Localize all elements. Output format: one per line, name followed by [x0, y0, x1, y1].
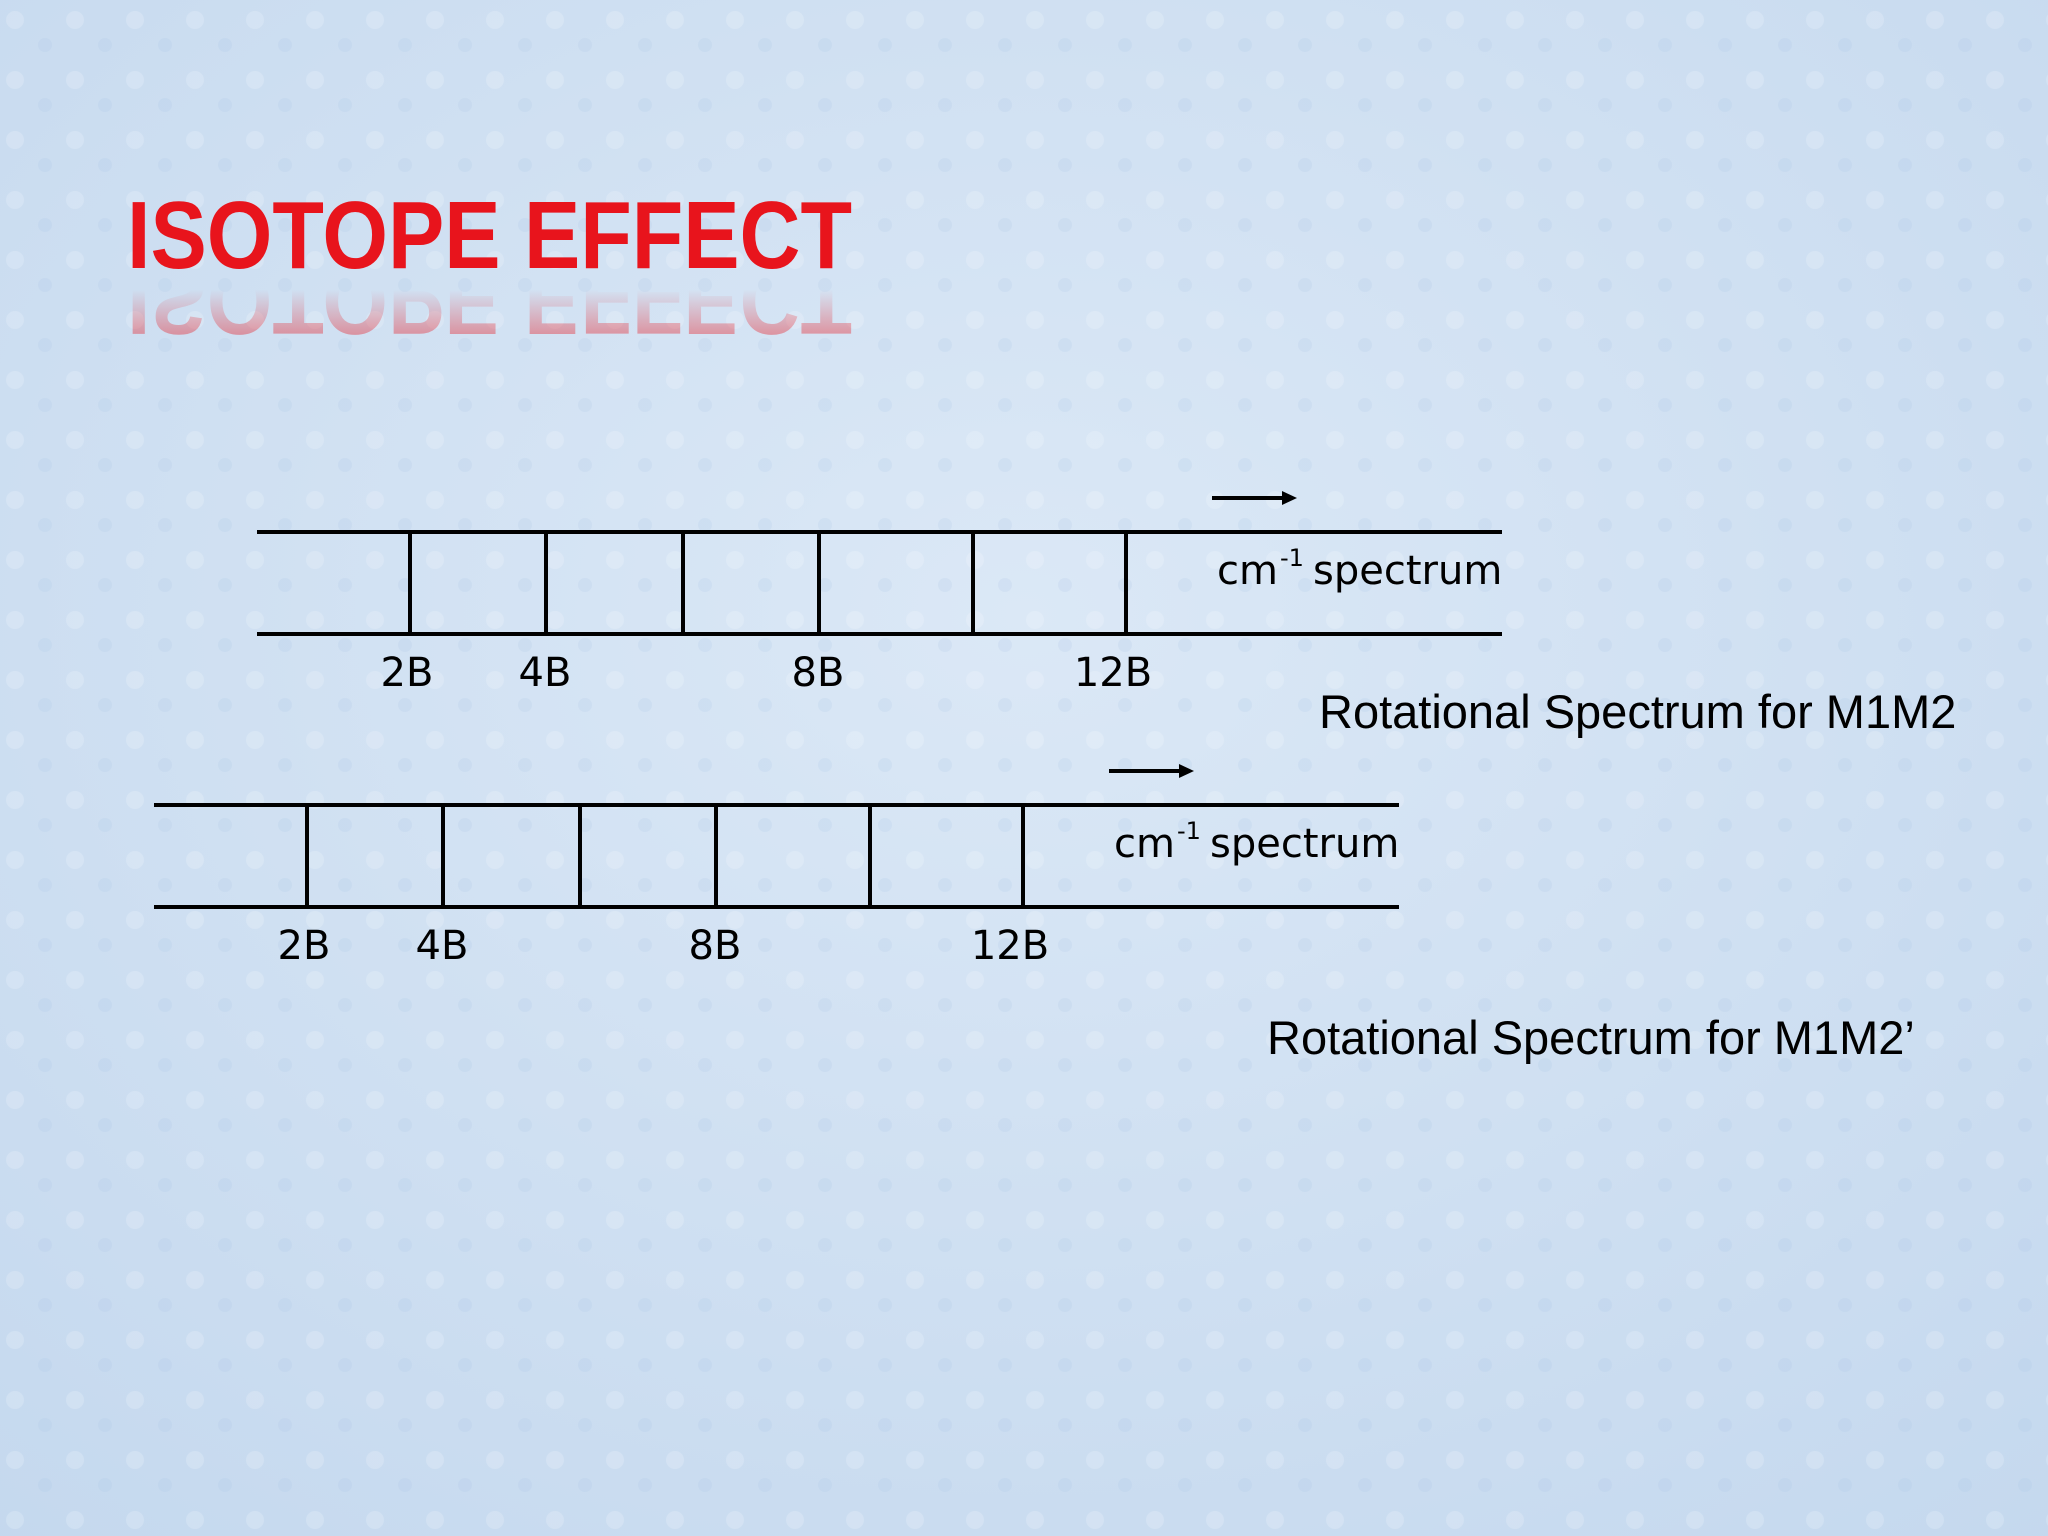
spectrum-diagram: 2B 4B 8B 12B cm -1 spectrum Rotational S… [154, 764, 1915, 1064]
unit-exponent: -1 [1280, 544, 1304, 572]
axis-label: spectrum [1210, 821, 1399, 867]
tick-label: 2B [381, 650, 434, 696]
caption: Rotational Spectrum for M1M2’ [1267, 1011, 1915, 1064]
title-reflection: ISOTOPE EFFECT [127, 247, 852, 354]
axis-label: spectrum [1313, 548, 1502, 594]
spectrum-diagram: 2B 4B 8B 12B cm -1 spectrum Rotational S… [257, 491, 1956, 738]
unit-exponent: -1 [1177, 817, 1201, 845]
caption: Rotational Spectrum for M1M2 [1319, 685, 1956, 738]
tick-label: 8B [792, 650, 845, 696]
spectrum-lines [154, 764, 1399, 909]
title: ISOTOPE EFFECT [127, 182, 852, 289]
unit: cm [1114, 821, 1175, 867]
spectrum-lines [257, 491, 1502, 636]
tick-label: 12B [1074, 650, 1152, 696]
tick-label: 4B [416, 923, 469, 969]
tick-label: 8B [689, 923, 742, 969]
unit: cm [1217, 548, 1278, 594]
tick-label: 12B [971, 923, 1049, 969]
tick-label: 4B [519, 650, 572, 696]
tick-label: 2B [278, 923, 331, 969]
